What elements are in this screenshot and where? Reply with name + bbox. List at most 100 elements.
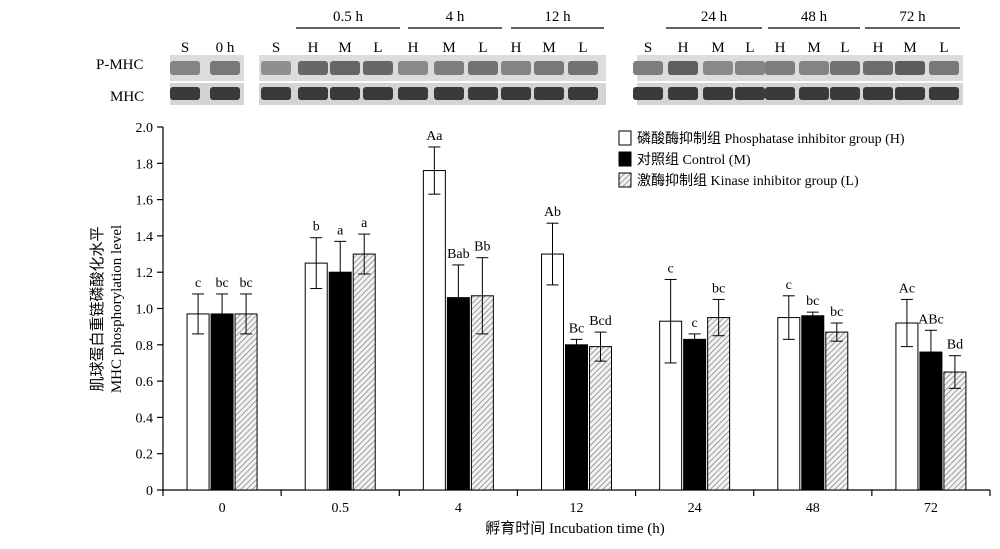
blot-band-mhc: [298, 87, 328, 100]
blot-band-mhc: [863, 87, 893, 100]
bar-chart: 0 0.2 0.4 0.6 0.8 1.0 1.2 1.4 1.6 1.8 2.0 0 0.5 4 12 2…: [89, 121, 991, 537]
bar-1-4: [683, 338, 707, 491]
blot-band-pmhc: [261, 61, 291, 75]
significance-label: Bd: [947, 338, 963, 353]
blot-lane-label: H: [873, 40, 884, 56]
x-tick-label: 12: [570, 501, 584, 516]
significance-label: a: [337, 223, 344, 238]
blot-lane-label: M: [442, 40, 455, 56]
significance-label: bc: [215, 276, 228, 291]
bar-0-5: [777, 317, 801, 491]
legend-swatch-2: [618, 172, 632, 188]
legend-label-0: 磷酸酶抑制组 Phosphatase inhibitor group (H): [637, 131, 905, 147]
x-axis: 0 0.5 4 12 24 48 72: [162, 489, 991, 516]
y-tick-label: 0.6: [136, 375, 154, 390]
bar-1-1: [328, 271, 352, 491]
blot-band-pmhc: [434, 61, 464, 75]
significance-label: Bab: [447, 247, 470, 262]
blot-lane-label: 0 h: [216, 40, 235, 56]
blot-band-mhc: [830, 87, 860, 100]
blot-band-mhc: [434, 87, 464, 100]
blot-lane-label: L: [939, 40, 948, 56]
blot-band-pmhc: [170, 61, 200, 75]
y-tick-label: 1.0: [136, 303, 154, 318]
bar-1-3: [565, 344, 588, 491]
blot-band-pmhc: [568, 61, 598, 75]
blot-band-mhc: [468, 87, 498, 100]
x-tick-label: 24: [688, 501, 702, 516]
x-tick-label: 48: [806, 501, 820, 516]
bar-2-0: [234, 313, 258, 491]
blot-lane-label: M: [542, 40, 555, 56]
y-tick-label: 0: [146, 484, 153, 499]
legend-label-1: 对照组 Control (M): [637, 152, 751, 168]
legend-swatch-0: [618, 130, 632, 146]
blot-band-pmhc: [929, 61, 959, 75]
legend-swatch-1: [618, 151, 632, 167]
blot-band-pmhc: [703, 61, 733, 75]
blot-lane-label: S: [644, 40, 652, 56]
blot-time-label: 72 h: [899, 9, 926, 25]
bar-2-4: [707, 317, 731, 491]
blot-band-mhc: [735, 87, 765, 100]
blot-band-mhc: [330, 87, 360, 100]
blot-band-pmhc: [633, 61, 663, 75]
significance-label: bc: [806, 294, 819, 309]
blot-time-label: 24 h: [701, 9, 728, 25]
significance-label: a: [361, 216, 368, 231]
blot-band-mhc: [568, 87, 598, 100]
y-tick-label: 2.0: [136, 121, 154, 136]
legend: 磷酸酶抑制组 Phosphatase inhibitor group (H) 对照…: [618, 130, 905, 189]
blot-band-mhc: [398, 87, 428, 100]
significance-label: c: [692, 316, 698, 331]
blot-band-mhc: [170, 87, 200, 100]
y-tick-label: 0.2: [136, 448, 154, 463]
blot-lane-label: M: [807, 40, 820, 56]
blot-band-mhc: [261, 87, 291, 100]
blot-band-pmhc: [330, 61, 360, 75]
blot-band-mhc: [534, 87, 564, 100]
blot-time-label: 12 h: [544, 9, 571, 25]
significance-label: bc: [830, 305, 843, 320]
bar-1-0: [210, 313, 234, 491]
blot-band-mhc: [501, 87, 531, 100]
significance-label: bc: [239, 276, 252, 291]
blot-row-label-pmhc: P-MHC: [96, 57, 144, 73]
bar-0-6: [895, 322, 919, 491]
blot-time-label: 48 h: [801, 9, 828, 25]
blot-lane-label: H: [678, 40, 689, 56]
significance-label: c: [668, 261, 674, 276]
blot-lane-label: H: [511, 40, 522, 56]
bar-0-1: [304, 262, 328, 491]
blot-band-pmhc: [363, 61, 393, 75]
blot-band-pmhc: [830, 61, 860, 75]
y-axis-title-cn: 肌球蛋白重链磷酸化水平: [89, 226, 106, 391]
blot-lane-label: L: [840, 40, 849, 56]
bar-1-5: [801, 315, 825, 491]
blot-lane-label: M: [711, 40, 724, 56]
x-tick-label: 0.5: [331, 501, 349, 516]
blot-band-pmhc: [210, 61, 240, 75]
blot-band-mhc: [633, 87, 663, 100]
significance-label: c: [195, 276, 201, 291]
blot-band-pmhc: [468, 61, 498, 75]
blot-lane-label: H: [308, 40, 319, 56]
significance-label: b: [313, 220, 320, 235]
blot-band-mhc: [895, 87, 925, 100]
blot-band-mhc: [799, 87, 829, 100]
blot-lane-label: S: [181, 40, 189, 56]
bar-0-0: [186, 313, 210, 491]
significance-label: bc: [712, 281, 725, 296]
blot-time-label: 0.5 h: [333, 9, 364, 25]
blot-band-mhc: [668, 87, 698, 100]
blot-band-mhc: [703, 87, 733, 100]
significance-label: ABc: [918, 312, 944, 327]
bar-2-6: [943, 371, 967, 491]
blot-row-label-mhc: MHC: [110, 89, 144, 105]
blot-lane-label: L: [578, 40, 587, 56]
blot-lane-label: H: [775, 40, 786, 56]
x-axis-title: 孵育时间 Incubation time (h): [485, 520, 665, 537]
y-axis: 0 0.2 0.4 0.6 0.8 1.0 1.2 1.4 1.6 1.8 2.0: [136, 121, 164, 499]
